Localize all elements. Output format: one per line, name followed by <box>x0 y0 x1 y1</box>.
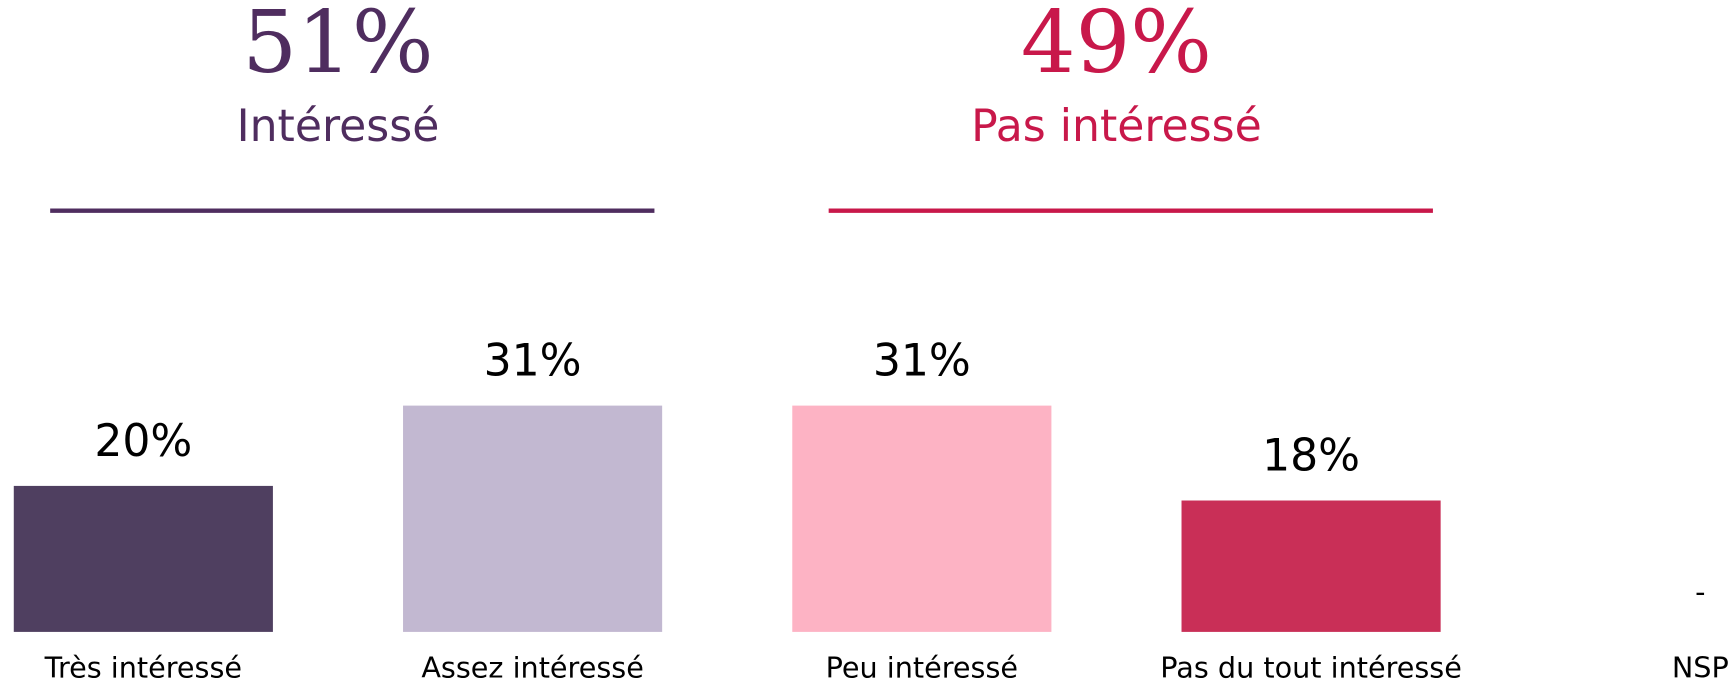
value-label: 31% <box>484 336 582 387</box>
x-tick-label: Peu intéressé <box>826 650 1018 684</box>
bar <box>792 405 1052 632</box>
bar <box>1181 500 1441 632</box>
bar <box>403 405 663 632</box>
value-label: 31% <box>873 336 971 387</box>
group-label: Pas intéressé <box>971 101 1262 152</box>
value-label: 20% <box>94 416 192 467</box>
group-value: 49% <box>1021 0 1212 93</box>
group-value: 51% <box>242 0 433 93</box>
bar <box>13 485 273 632</box>
value-label: 18% <box>1262 431 1360 482</box>
x-tick-label: Pas du tout intéressé <box>1160 650 1462 684</box>
x-tick-label: NSP <box>1672 650 1729 684</box>
value-label: - <box>1695 574 1705 608</box>
group-label: Intéressé <box>237 101 440 152</box>
x-tick-label: Assez intéressé <box>421 650 644 684</box>
x-tick-label: Très intéressé <box>44 650 242 684</box>
